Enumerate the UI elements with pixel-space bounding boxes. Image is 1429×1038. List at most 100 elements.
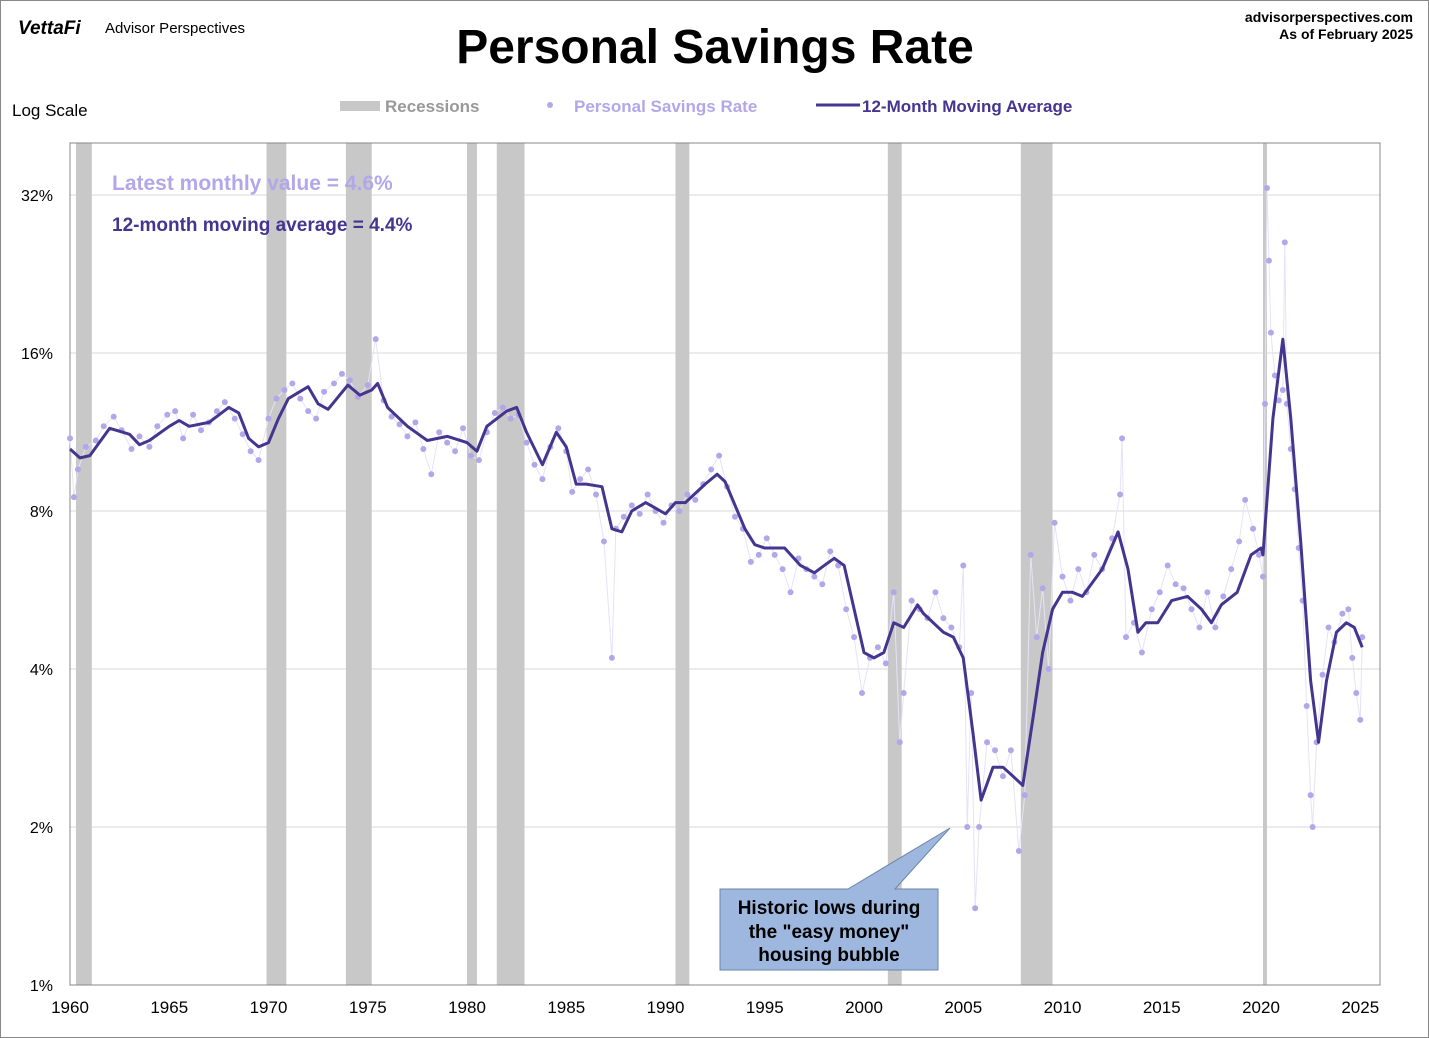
monthly-data-point: [1164, 562, 1171, 569]
monthly-data-point: [600, 538, 607, 545]
monthly-data-point: [1267, 329, 1274, 336]
monthly-data-point: [1067, 597, 1074, 604]
monthly-data-point: [1180, 585, 1187, 592]
callout-box: [719, 827, 951, 971]
latest-monthly-annotation: Latest monthly value = 4.6%: [112, 172, 393, 195]
monthly-data-point: [859, 690, 866, 697]
monthly-data-point: [900, 690, 907, 697]
x-tick-label: 2000: [845, 998, 883, 1017]
monthly-data-point: [475, 457, 482, 464]
monthly-data-point: [154, 423, 161, 430]
monthly-data-point: [372, 336, 379, 343]
as-of-date: As of February 2025: [1279, 26, 1413, 42]
monthly-data-point: [676, 508, 683, 514]
callout-line-2: the "easy money": [749, 922, 910, 943]
x-tick-label: 2015: [1143, 998, 1181, 1017]
monthly-data-point: [396, 421, 403, 428]
monthly-data-point: [1359, 634, 1366, 641]
monthly-data-point: [1119, 435, 1126, 442]
monthly-data-point: [136, 433, 143, 440]
chart-title: Personal Savings Rate: [456, 21, 974, 74]
monthly-data-point: [305, 408, 312, 415]
monthly-data-point: [321, 388, 328, 395]
monthly-data-point: [190, 411, 197, 418]
monthly-data-point: [1051, 519, 1058, 526]
monthly-data-point: [1075, 566, 1082, 573]
monthly-data-point: [74, 466, 81, 473]
monthly-data-point: [964, 824, 971, 830]
monthly-data-point: [731, 513, 738, 520]
monthly-data-point: [164, 411, 171, 418]
monthly-data-point: [100, 423, 107, 430]
monthly-data-point: [1196, 624, 1203, 631]
monthly-data-point: [67, 435, 73, 442]
monthly-data-point: [198, 427, 205, 434]
monthly-data-point: [428, 471, 435, 478]
monthly-data-point: [1015, 848, 1022, 855]
monthly-data-point: [1256, 551, 1263, 558]
monthly-data-point: [388, 413, 395, 420]
monthly-data-point: [1263, 184, 1270, 191]
monthly-data-point: [444, 439, 451, 446]
x-tick-label: 1970: [250, 998, 288, 1017]
monthly-data-point: [819, 581, 826, 588]
monthly-data-point: [747, 558, 754, 565]
recession-band: [887, 143, 902, 985]
monthly-data-point: [1275, 397, 1282, 404]
monthly-data-point: [523, 439, 530, 446]
monthly-data-point: [331, 380, 338, 387]
ma-latest-annotation: 12-month moving average = 4.4%: [112, 215, 413, 236]
legend-monthly-marker: [547, 102, 553, 108]
recession-band: [1262, 143, 1267, 985]
monthly-data-point: [940, 615, 947, 622]
y-tick-label: 4%: [30, 662, 53, 679]
monthly-data-point: [92, 437, 99, 444]
monthly-data-point: [660, 519, 667, 526]
x-tick-label: 2025: [1341, 998, 1379, 1017]
monthly-data-point: [1353, 690, 1360, 697]
monthly-data-point: [313, 415, 320, 422]
moving-average-line: [69, 337, 1364, 802]
legend: Recessions Personal Savings Rate 12-Mont…: [340, 97, 1072, 116]
monthly-data-point: [338, 370, 345, 377]
monthly-data-point: [1212, 624, 1219, 631]
monthly-data-point: [976, 824, 983, 830]
monthly-data-point: [146, 443, 153, 450]
monthly-data-point: [1325, 624, 1332, 631]
monthly-data-point: [555, 425, 562, 432]
monthly-data-point: [779, 566, 786, 573]
monthly-data-point: [265, 415, 272, 422]
monthly-data-point: [1271, 372, 1278, 379]
monthly-data-point: [420, 446, 427, 453]
monthly-data-point: [110, 413, 117, 420]
monthly-data-point: [890, 589, 897, 596]
monthly-data-point: [763, 535, 770, 542]
recession-band: [75, 143, 92, 985]
x-tick-label: 1960: [51, 998, 89, 1017]
monthly-data-point: [247, 448, 254, 455]
brand-name: Advisor Perspectives: [105, 20, 245, 37]
callout-line-1: Historic lows during: [738, 898, 921, 919]
recession-band: [345, 143, 372, 985]
monthly-data-point: [1259, 573, 1266, 580]
x-tick-label: 1990: [647, 998, 685, 1017]
monthly-data-point: [960, 562, 967, 569]
monthly-data-point: [1265, 257, 1272, 264]
monthly-data-point: [1228, 566, 1235, 573]
monthly-data-point: [874, 644, 881, 651]
legend-recessions: Recessions: [385, 97, 480, 116]
monthly-data-point: [491, 409, 498, 416]
x-tick-label: 1985: [547, 998, 585, 1017]
monthly-data-point: [281, 387, 288, 394]
monthly-data-point: [1123, 634, 1130, 641]
monthly-data-point: [620, 513, 627, 520]
x-tick-label: 2010: [1044, 998, 1082, 1017]
monthly-data-point: [412, 419, 419, 426]
vettafi-logo: VettaFi: [18, 18, 81, 39]
monthly-data-point: [1138, 649, 1145, 656]
y-tick-label: 1%: [30, 978, 53, 995]
monthly-data-point: [755, 551, 762, 558]
monthly-data-point: [1039, 585, 1046, 592]
monthly-data-point: [684, 491, 691, 498]
monthly-data-point: [467, 452, 474, 459]
